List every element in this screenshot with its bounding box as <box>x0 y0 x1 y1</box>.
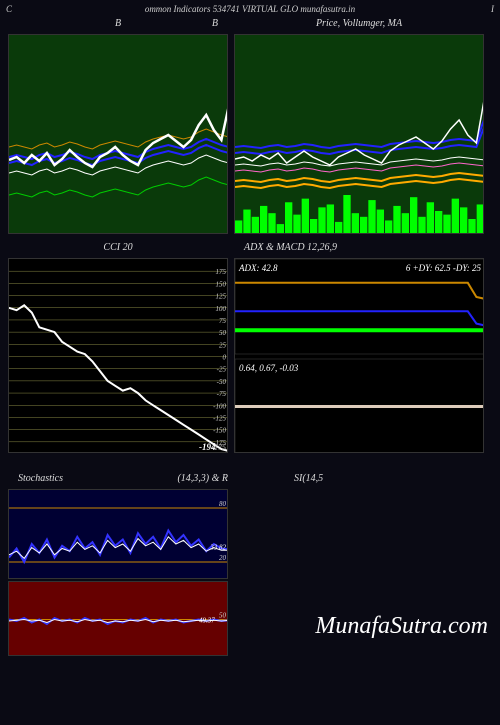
rsi-title: SI (14,5 <box>234 473 333 487</box>
svg-text:50: 50 <box>219 329 227 337</box>
panel-price: Price, Vollumger, MA <box>234 18 484 234</box>
panel-bb: B B <box>8 18 228 234</box>
header-center: ommon Indicators 534741 VIRTUAL GLO muna… <box>145 4 355 14</box>
watermark: MunafaSutra.com <box>315 613 488 640</box>
chart-adx: ADX: 42.8 6 +DY: 62.5 -DY: 25 0.64, 0.67, … <box>234 258 484 453</box>
svg-text:ADX: 42.8: ADX: 42.8 <box>238 263 278 273</box>
svg-text:-25: -25 <box>217 366 227 374</box>
svg-text:150: 150 <box>216 280 227 288</box>
panel-adx: ADX & MACD 12,26,9 ADX: 42.8 6 +DY: 62.5 … <box>234 242 484 453</box>
svg-text:6 +DY: 62.5 -DY: 25: 6 +DY: 62.5 -DY: 25 <box>406 263 482 273</box>
header-left: C <box>6 4 12 14</box>
svg-text:-175: -175 <box>211 443 226 452</box>
bb-title: B B <box>8 18 228 32</box>
svg-text:-50: -50 <box>217 378 227 386</box>
svg-text:100: 100 <box>216 305 227 313</box>
chart-price <box>234 34 484 234</box>
svg-text:125: 125 <box>216 293 227 301</box>
stoch-title: Stochastics (14,3,3) & R <box>8 473 228 487</box>
svg-text:75: 75 <box>219 317 227 325</box>
svg-text:-125: -125 <box>213 414 226 422</box>
svg-text:80: 80 <box>219 500 227 508</box>
svg-text:49.37: 49.37 <box>199 617 215 625</box>
price-title: Price, Vollumger, MA <box>234 18 484 32</box>
row-2: CCI 20 175 150 125 100 75 50 25 0 -25 -50 -75 -100 -… <box>0 242 500 453</box>
chart-bb <box>8 34 228 234</box>
chart-stoch: 80 20 33.82 <box>8 489 228 579</box>
header-right: I <box>491 4 494 14</box>
panel-stoch: Stochastics (14,3,3) & R 80 20 33.82 50 49.… <box>8 473 228 656</box>
svg-text:-150: -150 <box>213 427 226 435</box>
adx-title: ADX & MACD 12,26,9 <box>234 242 484 256</box>
svg-text:0: 0 <box>223 354 227 362</box>
svg-text:-100: -100 <box>213 402 226 410</box>
cci-title: CCI 20 <box>8 242 228 256</box>
chart-lower: 50 49.37 <box>8 581 228 656</box>
row-1: B B Price, Vollumger, MA <box>0 18 500 234</box>
svg-text:-75: -75 <box>217 390 227 398</box>
svg-text:20: 20 <box>219 554 227 562</box>
page-header: C ommon Indicators 534741 VIRTUAL GLO mu… <box>0 0 500 18</box>
panel-cci: CCI 20 175 150 125 100 75 50 25 0 -25 -50 -75 -100 -… <box>8 242 228 453</box>
svg-text:175: 175 <box>216 268 227 276</box>
svg-text:50: 50 <box>219 612 227 620</box>
chart-cci: 175 150 125 100 75 50 25 0 -25 -50 -75 -100 -125 -150… <box>8 258 228 453</box>
svg-text:33.82: 33.82 <box>209 543 226 551</box>
svg-text:25: 25 <box>219 341 227 349</box>
svg-text:0.64, 0.67, -0.03: 0.64, 0.67, -0.03 <box>239 363 299 373</box>
